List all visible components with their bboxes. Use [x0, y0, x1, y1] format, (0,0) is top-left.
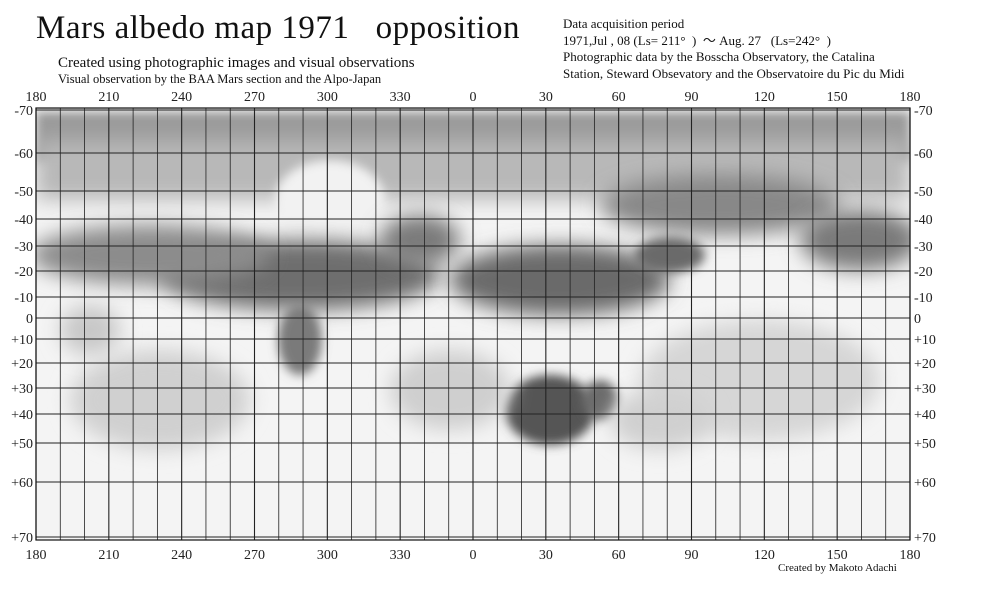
longitude-label-top: 0 [470, 90, 477, 105]
latitude-label-left: -10 [14, 291, 33, 306]
longitude-grid [35, 108, 911, 540]
latitude-label-right: +70 [914, 531, 936, 546]
longitude-label-top: 300 [317, 90, 338, 105]
latitude-label-left: +10 [11, 333, 33, 348]
longitude-label-top: 120 [754, 90, 775, 105]
latitude-labels-left: -70 -60 -50 -40 -30 -20 -10 0 +10 +20 +30 +40 +50 +60… [11, 104, 33, 546]
longitude-label-bottom: 120 [754, 548, 775, 563]
latitude-label-right: -60 [914, 147, 933, 162]
latitude-label-right: -30 [914, 240, 933, 255]
latitude-label-left: +70 [11, 531, 33, 546]
longitude-label-top: 270 [244, 90, 265, 105]
latitude-label-left: +40 [11, 408, 33, 423]
latitude-label-left: +30 [11, 382, 33, 397]
latitude-label-left: +20 [11, 357, 33, 372]
latitude-label-right: +30 [914, 382, 936, 397]
longitude-label-bottom: 240 [171, 548, 192, 563]
longitude-label-bottom: 90 [685, 548, 699, 563]
longitude-label-top: 240 [171, 90, 192, 105]
latitude-label-left: +50 [11, 437, 33, 452]
longitude-label-top: 180 [26, 90, 47, 105]
latitude-label-right: -50 [914, 185, 933, 200]
latitude-label-left: -60 [14, 147, 33, 162]
longitude-label-bottom: 330 [390, 548, 411, 563]
longitude-label-top: 180 [900, 90, 921, 105]
longitude-label-bottom: 180 [26, 548, 47, 563]
latitude-label-left: -50 [14, 185, 33, 200]
latitude-grid [36, 109, 910, 538]
longitude-labels-bottom: 180 210 240 270 300 330 0 30 60 90 120 150 180 [26, 548, 921, 563]
longitude-label-top: 90 [685, 90, 699, 105]
longitude-label-bottom: 0 [470, 548, 477, 563]
latitude-label-left: 0 [26, 312, 33, 327]
longitude-label-bottom: 60 [612, 548, 626, 563]
latitude-label-right: +40 [914, 408, 936, 423]
latitude-label-right: -20 [914, 265, 933, 280]
map-subtitle-method: Created using photographic images and vi… [58, 55, 415, 71]
latitude-label-right: -10 [914, 291, 933, 306]
longitude-label-top: 60 [612, 90, 626, 105]
map-subtitle-observers: Visual observation by the BAA Mars secti… [58, 72, 382, 86]
photo-credit-line-1: Photographic data by the Bosscha Observa… [563, 49, 875, 64]
acquisition-info: Data acquisition period 1971,Jul , 08 (L… [563, 16, 905, 82]
longitude-label-top: 150 [827, 90, 848, 105]
longitude-label-bottom: 180 [900, 548, 921, 563]
map-title: Mars albedo map 1971 opposition [36, 10, 520, 46]
longitude-label-bottom: 30 [539, 548, 553, 563]
latitude-label-left: -70 [14, 104, 33, 119]
latitude-label-right: 0 [914, 312, 921, 327]
latitude-label-left: +60 [11, 476, 33, 491]
longitude-label-top: 30 [539, 90, 553, 105]
latitude-label-right: +60 [914, 476, 936, 491]
latitude-label-right: +50 [914, 437, 936, 452]
map-frame [35, 107, 911, 541]
latitude-label-left: -40 [14, 213, 33, 228]
photo-credit-line-2: Station, Steward Obsevatory and the Obse… [563, 65, 905, 81]
longitude-label-top: 210 [98, 90, 119, 105]
latitude-labels-right: -70 -60 -50 -40 -30 -20 -10 0 +10 +20 +30 +40 +50 +60… [914, 104, 936, 546]
period-value: 1971,Jul , 08 (Ls= 211° ) 〜 Aug. 27 (Ls=… [563, 32, 831, 48]
longitude-label-bottom: 270 [244, 548, 265, 563]
longitude-label-bottom: 300 [317, 548, 338, 563]
latitude-label-right: +10 [914, 333, 936, 348]
period-label: Data acquisition period [563, 16, 685, 31]
latitude-label-right: -70 [914, 104, 933, 119]
longitude-label-top: 330 [390, 90, 411, 105]
latitude-label-right: -40 [914, 213, 933, 228]
author-credit: Created by Makoto Adachi [778, 562, 897, 574]
latitude-label-right: +20 [914, 357, 936, 372]
longitude-labels-top: 180 210 240 270 300 330 0 30 60 90 120 150 180 [26, 90, 921, 105]
longitude-label-bottom: 150 [827, 548, 848, 563]
latitude-label-left: -30 [14, 240, 33, 255]
longitude-label-bottom: 210 [98, 548, 119, 563]
latitude-label-left: -20 [14, 265, 33, 280]
